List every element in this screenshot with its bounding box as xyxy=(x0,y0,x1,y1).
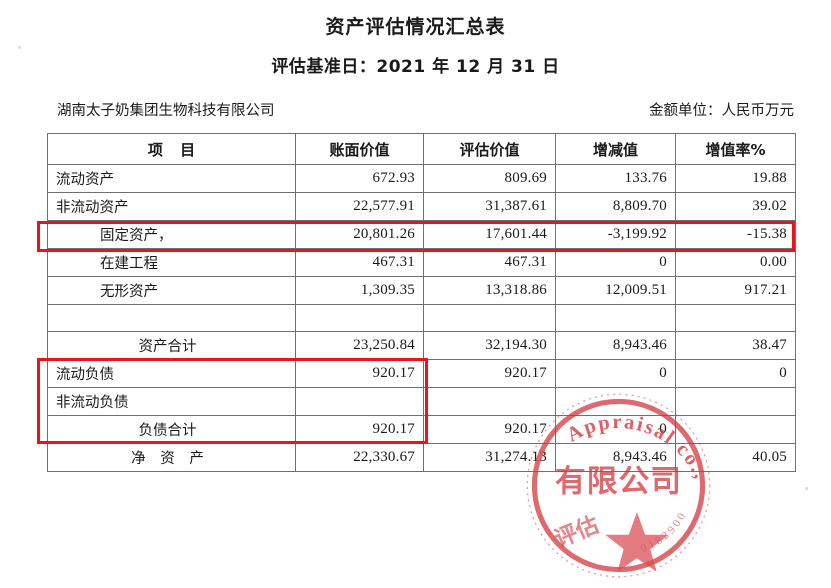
cell-book-value: 920.17 xyxy=(295,359,424,388)
column-header-appraised-value: 评估价值 xyxy=(423,133,556,165)
svg-text:0182900: 0182900 xyxy=(639,509,690,556)
table-row: 无形资产 1,309.35 13,318.86 12,009.51 917.21 xyxy=(47,276,796,305)
table-body: 流动资产 672.93 809.69 133.76 19.88 非流动资产 22,577.9… xyxy=(47,164,796,472)
cell-change-rate: 0 xyxy=(675,359,796,388)
cell-book-value xyxy=(295,304,424,332)
document-page: 资产评估情况汇总表 评估基准日：2021 年 12 月 31 日 湖南太子奶集团… xyxy=(18,16,808,578)
cell-appraised-value: 920.17 xyxy=(423,415,556,444)
cell-appraised-value: 31,274.13 xyxy=(423,443,556,472)
cell-appraised-value xyxy=(423,387,556,416)
table-header: 项 目 账面价值 评估价值 增减值 增值率% xyxy=(47,133,796,165)
cell-item: 资产合计 xyxy=(47,331,296,360)
column-header-change-rate: 增值率% xyxy=(675,133,796,165)
cell-change-rate: 917.21 xyxy=(675,276,796,305)
cell-change-rate: 0.00 xyxy=(675,248,796,277)
table-row: 流动负债 920.17 920.17 0 0 xyxy=(47,359,796,388)
document-info-row: 湖南太子奶集团生物科技有限公司 金额单位：人民币万元 xyxy=(57,99,794,120)
cell-book-value: 920.17 xyxy=(295,415,424,444)
cell-item: 非流动资产 xyxy=(47,192,296,221)
cell-appraised-value: 17,601.44 xyxy=(423,220,556,249)
table-row: 资产合计 23,250.84 32,194.30 8,943.46 38.47 xyxy=(47,331,796,360)
cell-appraised-value: 920.17 xyxy=(423,359,556,388)
table-row xyxy=(47,304,796,332)
table-row: 固定资产， 20,801.26 17,601.44 -3,199.92 -15.38 xyxy=(47,220,796,249)
cell-appraised-value: 13,318.86 xyxy=(423,276,556,305)
cell-appraised-value xyxy=(423,304,556,332)
table-row: 净 资 产 22,330.67 31,274.13 8,943.46 40.05 xyxy=(47,443,796,472)
cell-item: 无形资产 xyxy=(47,276,296,305)
cell-change-amount: 0 xyxy=(555,415,676,444)
cell-book-value: 1,309.35 xyxy=(295,276,424,305)
cell-item: 负债合计 xyxy=(47,415,296,444)
cell-change-amount xyxy=(555,304,676,332)
cell-change-rate: 19.88 xyxy=(675,164,796,193)
scan-speck xyxy=(18,46,21,49)
cell-book-value: 467.31 xyxy=(295,248,424,277)
asset-appraisal-summary-table: 项 目 账面价值 评估价值 增减值 增值率% 流动资产 672.93 809.69 1… xyxy=(47,133,796,472)
cell-book-value: 672.93 xyxy=(295,164,424,193)
cell-item: 流动资产 xyxy=(47,164,296,193)
cell-appraised-value: 31,387.61 xyxy=(423,192,556,221)
table-row: 非流动负债 xyxy=(47,387,796,416)
cell-change-rate: 38.47 xyxy=(675,331,796,360)
scan-speck xyxy=(805,487,808,490)
cell-appraised-value: 32,194.30 xyxy=(423,331,556,360)
company-name: 湖南太子奶集团生物科技有限公司 xyxy=(57,103,275,119)
cell-item xyxy=(47,304,296,332)
page-subtitle: 评估基准日：2021 年 12 月 31 日 xyxy=(271,57,560,77)
cell-change-rate xyxy=(675,415,796,444)
cell-appraised-value: 467.31 xyxy=(423,248,556,277)
cell-book-value xyxy=(295,387,424,416)
cell-book-value: 20,801.26 xyxy=(295,220,424,249)
cell-book-value: 22,577.91 xyxy=(295,192,424,221)
cell-change-rate xyxy=(675,304,796,332)
table-row: 流动资产 672.93 809.69 133.76 19.88 xyxy=(47,164,796,193)
cell-change-amount xyxy=(555,387,676,416)
column-header-book-value: 账面价值 xyxy=(295,133,424,165)
unit-note: 金额单位：人民币万元 xyxy=(649,103,794,119)
cell-book-value: 22,330.67 xyxy=(295,443,424,472)
cell-change-amount: 133.76 xyxy=(555,164,676,193)
column-header-change-amount: 增减值 xyxy=(555,133,676,165)
cell-item: 流动负债 xyxy=(47,359,296,388)
svg-text:评估: 评估 xyxy=(551,512,603,553)
cell-item: 非流动负债 xyxy=(47,387,296,416)
table-row: 非流动资产 22,577.91 31,387.61 8,809.70 39.02 xyxy=(47,192,796,221)
summary-table-wrap: 项 目 账面价值 评估价值 增减值 增值率% 流动资产 672.93 809.69 1… xyxy=(47,133,796,472)
column-header-item: 项 目 xyxy=(47,133,296,165)
cell-item: 净 资 产 xyxy=(47,443,296,472)
cell-change-amount: 0 xyxy=(555,248,676,277)
table-row: 负债合计 920.17 920.17 0 xyxy=(47,415,796,444)
cell-change-rate xyxy=(675,387,796,416)
cell-book-value: 23,250.84 xyxy=(295,331,424,360)
table-row: 在建工程 467.31 467.31 0 0.00 xyxy=(47,248,796,277)
cell-change-amount: -3,199.92 xyxy=(555,220,676,249)
cell-change-amount: 12,009.51 xyxy=(555,276,676,305)
cell-change-rate: 40.05 xyxy=(675,443,796,472)
cell-change-amount: 8,943.46 xyxy=(555,331,676,360)
cell-item: 在建工程 xyxy=(47,248,296,277)
cell-item: 固定资产， xyxy=(47,220,296,249)
page-title: 资产评估情况汇总表 xyxy=(325,16,506,38)
cell-change-amount: 8,943.46 xyxy=(555,443,676,472)
cell-change-rate: 39.02 xyxy=(675,192,796,221)
table-header-row: 项 目 账面价值 评估价值 增减值 增值率% xyxy=(47,133,796,165)
cell-change-amount: 8,809.70 xyxy=(555,192,676,221)
cell-appraised-value: 809.69 xyxy=(423,164,556,193)
cell-change-amount: 0 xyxy=(555,359,676,388)
cell-change-rate: -15.38 xyxy=(675,220,796,249)
